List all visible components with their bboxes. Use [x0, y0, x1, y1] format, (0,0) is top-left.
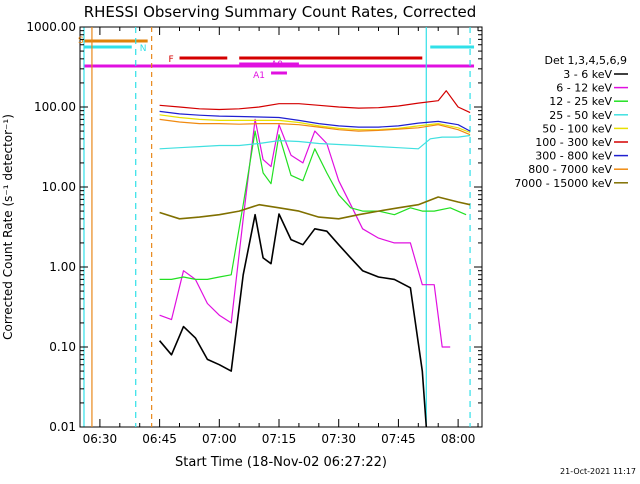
legend-entry-label: 300 - 800 keV: [535, 150, 612, 163]
legend-entry-label: 3 - 6 keV: [563, 68, 612, 81]
series-line-5: [159, 114, 471, 134]
legend-entry-label: 800 - 7000 keV: [528, 163, 612, 176]
plot-frame: [79, 26, 483, 428]
x-tick-label: 07:15: [262, 432, 297, 446]
series-line-2: [159, 118, 451, 348]
x-axis: 06:30 06:45 07:00 07:15 07:30 07:45 08:00: [79, 27, 479, 446]
footer-date: 21-Oct-2021 11:17: [560, 467, 636, 476]
x-tick-label: 07:45: [381, 432, 416, 446]
flag-bars-layer: S N F A0 A1: [78, 36, 475, 81]
series-line-3: [159, 130, 467, 280]
legend-entry-label: 25 - 50 keV: [549, 109, 612, 122]
flag-label-F: F: [169, 55, 174, 65]
x-tick-label: 06:30: [83, 432, 118, 446]
series-line-6: [159, 90, 471, 114]
legend-entry-label: 6 - 12 keV: [556, 82, 612, 95]
x-tick-label: 07:00: [202, 432, 237, 446]
series-line-9: [159, 196, 471, 220]
series-line-8: [159, 118, 471, 136]
legend-entry-label: 7000 - 15000 keV: [514, 177, 612, 190]
y-axis: 0.01 0.10 1.00 10.00 100.00 1000.00: [26, 20, 482, 434]
y-tick-label: 0.01: [49, 420, 76, 434]
y-tick-label: 10.00: [42, 180, 76, 194]
y-tick-label: 100.00: [34, 100, 76, 114]
flag-label-N: N: [140, 44, 147, 54]
y-axis-label: Corrected Count Rate (s⁻¹ detector⁻¹): [1, 114, 15, 340]
x-axis-label: Start Time (18-Nov-02 06:27:22): [175, 455, 387, 470]
x-tick-label: 07:30: [321, 432, 356, 446]
y-tick-label: 0.10: [49, 340, 76, 354]
y-tick-label: 1000.00: [26, 20, 76, 34]
x-tick-label: 06:45: [142, 432, 177, 446]
legend-title: Det 1,3,4,5,6,9: [544, 54, 627, 67]
y-tick-label: 1.00: [49, 260, 76, 274]
legend-entry-label: 100 - 300 keV: [535, 136, 612, 149]
series-line-1: [158, 213, 428, 428]
series-line-7: [159, 110, 471, 132]
flag-label-A0: A0: [271, 60, 283, 70]
legend-entry-label: 50 - 100 keV: [542, 122, 612, 135]
vertical-marker-lines: [83, 27, 471, 427]
series-lines-layer: [158, 90, 471, 428]
flag-label-A1: A1: [253, 71, 265, 81]
flag-label-S: S: [78, 36, 84, 46]
series-line-4: [159, 134, 471, 150]
legend-entry-label: 12 - 25 keV: [549, 95, 612, 108]
x-tick-label: 08:00: [441, 432, 476, 446]
chart-title: RHESSI Observing Summary Count Rates, Co…: [84, 3, 477, 21]
